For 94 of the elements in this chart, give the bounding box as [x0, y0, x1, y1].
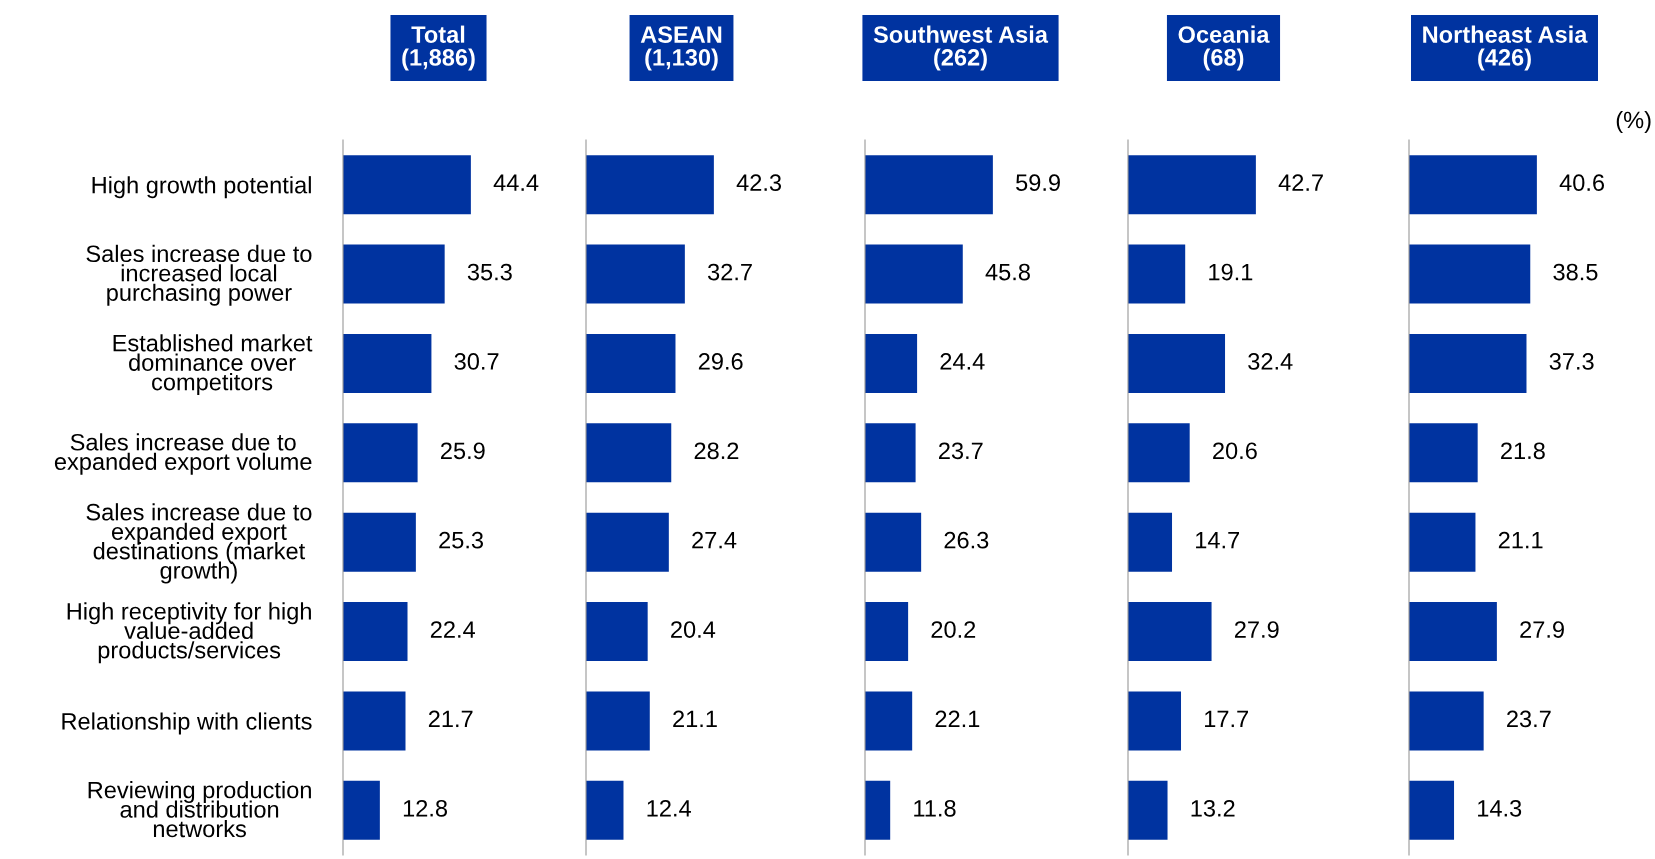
bar — [586, 333, 676, 393]
bar — [865, 244, 963, 304]
data-label: 19.1 — [1209, 263, 1253, 281]
data-label: 23.7 — [939, 442, 983, 460]
data-label: 27.9 — [1520, 621, 1564, 638]
bar — [1409, 602, 1497, 662]
bar — [1409, 423, 1478, 483]
data-label: 22.4 — [430, 621, 475, 638]
bar — [1409, 691, 1484, 751]
data-label: 20.4 — [671, 621, 716, 638]
bar — [865, 602, 909, 662]
data-label: 17.7 — [1205, 710, 1248, 728]
data-label: 28.2 — [694, 442, 739, 460]
y-tick-label: Reviewing production and distribution networks — [88, 781, 311, 838]
data-label: 25.3 — [439, 531, 484, 549]
bar — [343, 244, 445, 304]
data-label: 35.3 — [467, 263, 512, 281]
bar — [1409, 780, 1455, 840]
data-label: 26.3 — [944, 531, 989, 549]
data-label: 14.7 — [1196, 532, 1240, 549]
data-label: 14.3 — [1478, 799, 1522, 817]
y-tick-label: Sales increase due to expanded export volume — [54, 433, 312, 475]
data-label: 38.5 — [1553, 263, 1598, 281]
y-tick-label: High growth potential — [92, 176, 311, 199]
data-label: 22.1 — [935, 710, 980, 728]
bar — [586, 512, 669, 572]
bar — [343, 423, 418, 483]
data-label: 40.6 — [1559, 174, 1605, 192]
y-tick-label: Sales increase due to expanded export destinations (market growth) — [86, 503, 312, 584]
bar — [865, 780, 891, 840]
bar — [343, 602, 408, 662]
data-label: 30.7 — [454, 353, 499, 370]
chart-title: ASEAN (1,130) — [640, 26, 722, 71]
chart-title: Southwest Asia (262) — [873, 25, 1049, 71]
data-label: 42.3 — [736, 174, 782, 192]
bar — [1128, 780, 1168, 840]
bar — [1409, 333, 1527, 393]
bar — [865, 333, 918, 393]
data-label: 20.6 — [1213, 442, 1257, 460]
data-label: 12.4 — [647, 799, 691, 817]
bar — [1128, 423, 1190, 483]
data-label: 21.1 — [1498, 531, 1543, 549]
data-label: 25.9 — [441, 442, 485, 460]
bar — [586, 691, 650, 751]
chart-title: Northeast Asia (426) — [1423, 25, 1588, 71]
y-tick-label: High receptivity for high value-added products/services — [67, 602, 311, 664]
bar — [1128, 333, 1226, 393]
bar — [865, 155, 993, 215]
data-label: 59.9 — [1016, 174, 1060, 192]
bar — [586, 602, 648, 662]
chart-title: Total (1,886) — [402, 25, 475, 71]
data-label: 42.7 — [1278, 174, 1323, 191]
data-label: 23.7 — [1507, 710, 1551, 728]
bar — [1128, 155, 1256, 215]
data-label: 20.2 — [931, 621, 976, 638]
data-label: 21.7 — [428, 710, 473, 728]
chart-title: Oceania (68) — [1178, 25, 1270, 71]
bar — [343, 512, 416, 572]
bar — [1128, 691, 1182, 751]
bar — [1128, 244, 1186, 304]
data-label: 13.2 — [1191, 799, 1235, 817]
y-tick-label: Established market dominance over competitors — [113, 334, 313, 396]
bar — [865, 423, 916, 483]
bar — [343, 155, 471, 215]
bar — [343, 691, 406, 751]
text: (%) — [1616, 111, 1651, 133]
data-label: 32.4 — [1248, 353, 1293, 370]
data-label: 27.9 — [1234, 621, 1279, 638]
y-tick-label: Relationship with clients — [62, 712, 312, 735]
data-label: 45.8 — [985, 263, 1030, 281]
data-label: 11.8 — [914, 799, 956, 817]
data-label: 32.7 — [707, 263, 752, 281]
data-label: 21.8 — [1501, 442, 1545, 460]
data-label: 12.8 — [403, 799, 448, 817]
bar — [1128, 512, 1173, 572]
bar — [865, 691, 913, 751]
bar — [586, 780, 624, 840]
data-label: 24.4 — [940, 353, 985, 370]
y-tick-label: Sales increase due to increased local purchasing power — [86, 244, 312, 306]
data-label: 27.4 — [692, 531, 737, 549]
data-label: 37.3 — [1549, 353, 1594, 370]
bar — [1128, 602, 1212, 662]
bar — [586, 244, 685, 304]
bar — [865, 512, 922, 572]
bar — [1409, 155, 1537, 215]
bar — [1409, 512, 1476, 572]
bar — [586, 155, 714, 215]
data-label: 21.1 — [673, 710, 717, 728]
bar — [1409, 244, 1531, 304]
data-label: 44.4 — [493, 174, 539, 191]
bar — [343, 780, 380, 840]
bar — [586, 423, 672, 483]
bar — [343, 333, 432, 393]
data-label: 29.6 — [698, 353, 743, 370]
